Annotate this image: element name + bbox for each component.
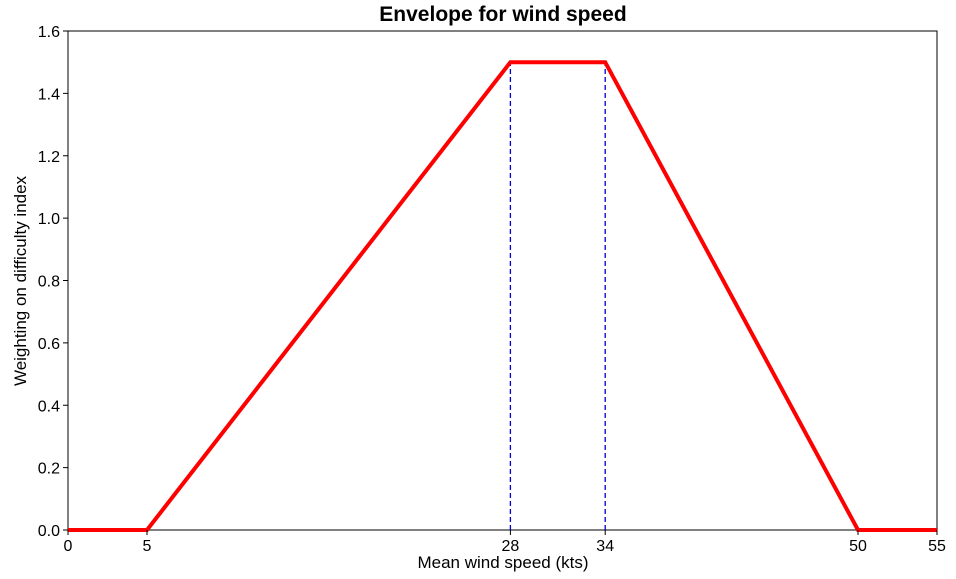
x-tick-label: 34 xyxy=(596,538,614,555)
plot-frame xyxy=(67,30,938,531)
series-line-0 xyxy=(68,60,937,532)
y-tick-label: 1.6 xyxy=(38,24,60,41)
x-tick-label: 28 xyxy=(502,538,520,555)
y-axis-label: Weighting on difficulty index xyxy=(11,175,30,386)
x-tick-label: 0 xyxy=(64,538,73,555)
y-tick-label: 0.6 xyxy=(38,336,60,353)
y-tick-label: 0.2 xyxy=(38,461,60,478)
x-axis-label: Mean wind speed (kts) xyxy=(417,553,588,572)
plot-area: 0 5 28 34 50 55 0.0 0.2 0.4 0.6 0.8 1.0 1.2 1.4 1.6 xyxy=(38,24,946,555)
y-tick-label: 1.4 xyxy=(38,86,60,103)
y-tick-label: 0.4 xyxy=(38,398,60,415)
reference-lines xyxy=(509,62,606,530)
y-axis-ticks: 0.0 0.2 0.4 0.6 0.8 1.0 1.2 1.4 1.6 xyxy=(38,24,68,540)
x-axis-ticks: 0 5 28 34 50 55 xyxy=(64,530,946,555)
x-tick-label: 55 xyxy=(928,538,946,555)
x-tick-label: 50 xyxy=(849,538,867,555)
series-group xyxy=(68,60,937,532)
x-tick-label: 5 xyxy=(143,538,152,555)
y-tick-label: 1.0 xyxy=(38,211,60,228)
y-tick-label: 1.2 xyxy=(38,149,60,166)
y-tick-label: 0.8 xyxy=(38,274,60,291)
chart-title: Envelope for wind speed xyxy=(379,3,626,26)
y-tick-label: 0.0 xyxy=(38,523,60,540)
